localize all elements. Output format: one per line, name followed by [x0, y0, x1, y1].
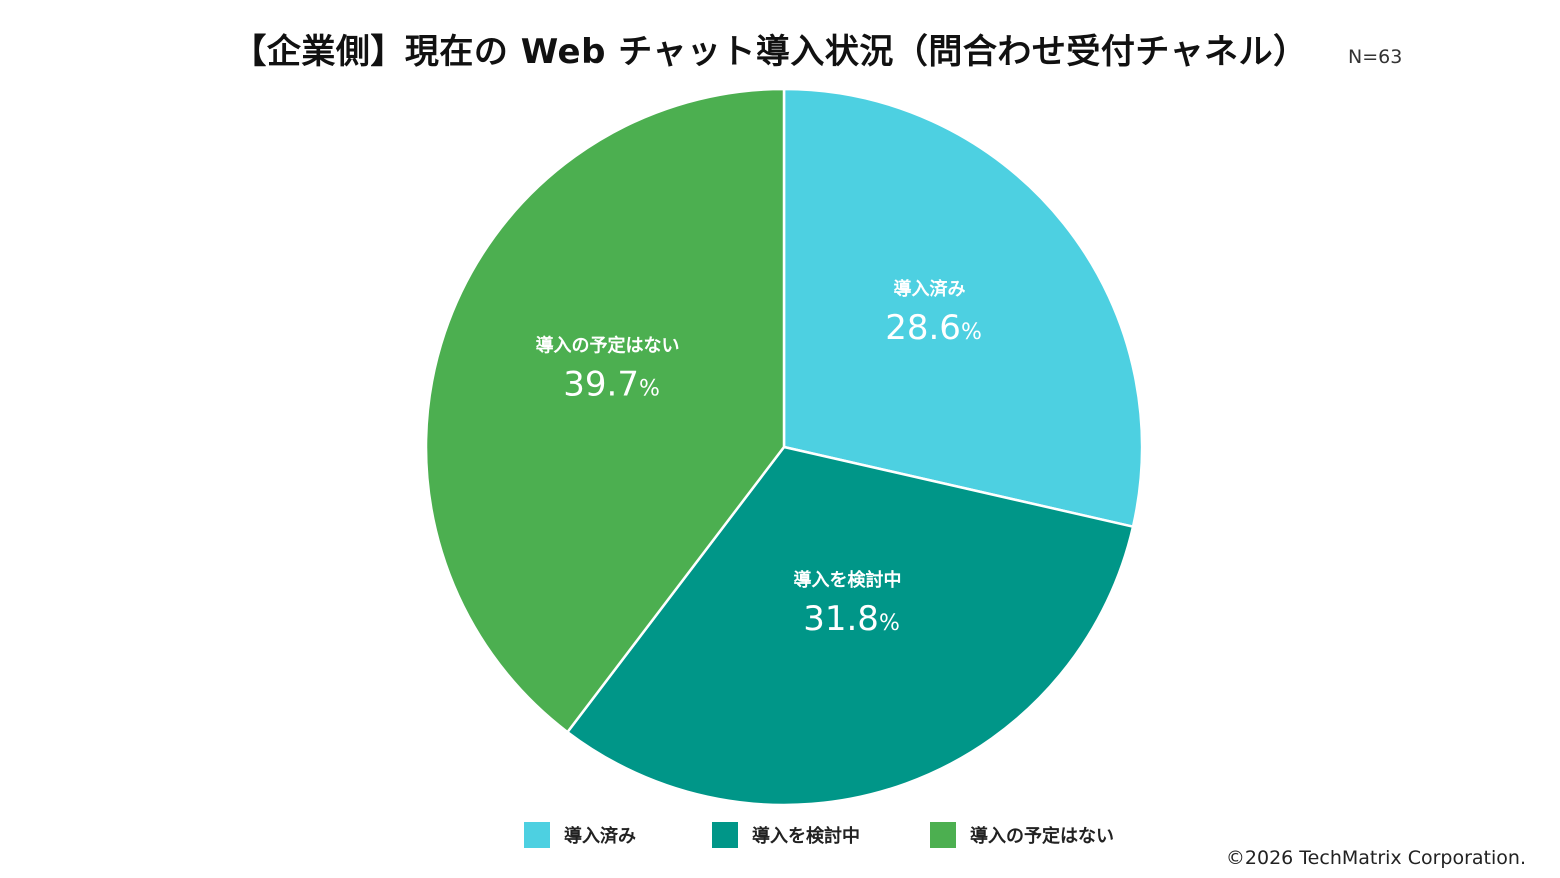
legend-label: 導入済み: [564, 826, 636, 847]
legend-item: 導入を検討中: [712, 818, 860, 852]
slice-category-label: 導入を検討中: [794, 569, 902, 591]
slice-value-label: 28.6%: [885, 308, 982, 348]
chart-title: 【企業側】現在の Web チャット導入状況（問合わせ受付チャネル）: [232, 32, 1308, 72]
legend-label: 導入の予定はない: [970, 826, 1114, 847]
pie-slice: [565, 445, 1135, 807]
legend-swatch: [930, 822, 956, 848]
legend-label: 導入を検討中: [752, 826, 860, 847]
slice-value-label: 39.7%: [563, 365, 660, 405]
pie-slice: [424, 87, 786, 734]
chart-legend: 導入済み 導入を検討中 導入の予定はない: [0, 818, 1560, 852]
pie-slice: [782, 87, 1144, 529]
legend-swatch: [712, 822, 738, 848]
legend-item: 導入済み: [524, 818, 636, 852]
slice-category-label: 導入済み: [894, 278, 966, 300]
copyright-notice: ©2026 TechMatrix Corporation.: [1225, 847, 1526, 869]
slice-value-label: 31.8%: [803, 599, 900, 639]
slice-category-label: 導入の予定はない: [536, 335, 680, 357]
legend-item: 導入の予定はない: [930, 818, 1114, 852]
legend-swatch: [524, 822, 550, 848]
sample-size-label: N=63: [1348, 46, 1403, 68]
